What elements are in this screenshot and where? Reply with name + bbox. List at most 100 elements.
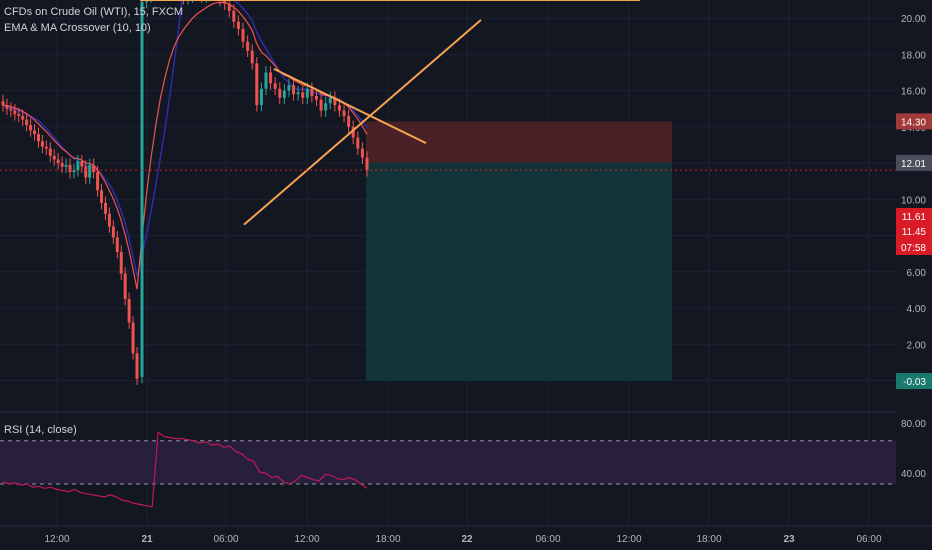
- time-tick-label: 12:00: [44, 534, 69, 545]
- candle-down: [36, 134, 40, 142]
- position-zones: [366, 121, 672, 382]
- candle-down: [25, 119, 29, 126]
- price-tag: [896, 208, 932, 224]
- time-tick-label: 18:00: [375, 534, 400, 545]
- candle-down: [127, 298, 131, 323]
- price-tag-label: -0.03: [903, 377, 926, 388]
- candle-up: [259, 88, 263, 106]
- candle-up: [305, 88, 309, 98]
- candle-down: [319, 99, 323, 111]
- candle-down: [223, 0, 227, 4]
- candle-down: [29, 125, 33, 131]
- candle-down: [44, 146, 48, 149]
- price-tag-label: 11.45: [902, 227, 927, 238]
- candle-down: [111, 226, 115, 238]
- candle-down: [278, 88, 282, 98]
- price-tick-label: 10.00: [901, 195, 926, 206]
- candle-down: [40, 141, 44, 147]
- price-tag-label: 07:58: [901, 243, 926, 254]
- price-axis[interactable]: 20.0018.0016.0014.0012.0010.008.006.004.…: [896, 0, 932, 526]
- descending-trendline[interactable]: [273, 67, 427, 145]
- time-axis[interactable]: 12:00 21 06:00 12:00 18:00 22 06:00 12:00 18:00 2…: [0, 525, 932, 545]
- candle-down: [84, 166, 88, 178]
- candle-down: [96, 172, 100, 191]
- price-tag: [896, 223, 932, 239]
- candle-down: [250, 50, 254, 64]
- candle-down: [269, 72, 273, 84]
- candle-down: [135, 353, 139, 379]
- price-tag-label: 14.30: [901, 117, 926, 128]
- time-tick-label: 06:00: [213, 534, 238, 545]
- take-profit-zone[interactable]: [366, 162, 672, 382]
- candle-down: [92, 164, 96, 173]
- price-tick-label: 16.00: [901, 87, 926, 98]
- ascending-trendline[interactable]: [243, 19, 482, 226]
- chart-title: CFDs on Crude Oil (WTI), 15, FXCM: [4, 6, 184, 18]
- rsi-pane: [0, 411, 932, 508]
- rsi-tick-label: 40.00: [901, 469, 926, 480]
- candle-down: [342, 110, 346, 116]
- candle-down: [17, 114, 21, 116]
- candle-down: [310, 88, 314, 97]
- price-tag: [896, 239, 932, 255]
- time-tick-label: 21: [141, 534, 153, 545]
- candle-down: [292, 85, 296, 95]
- candle-up: [76, 161, 80, 171]
- candle-up: [296, 92, 300, 95]
- candle-down: [351, 126, 355, 138]
- time-tick-label: 06:00: [856, 534, 881, 545]
- candle-down: [115, 237, 119, 252]
- time-tick-label: 23: [783, 534, 795, 545]
- horizontal-lines: [0, 169, 896, 171]
- candle-down: [48, 148, 52, 156]
- time-tick-label: 18:00: [696, 534, 721, 545]
- candle-up: [264, 72, 268, 89]
- candle-up: [328, 97, 332, 104]
- trend-drawings[interactable]: [140, 0, 640, 226]
- candle-down: [333, 97, 337, 106]
- candle-down: [255, 63, 259, 106]
- candle-down: [5, 105, 9, 109]
- candle-down: [241, 28, 245, 42]
- price-tag-label: 12.01: [901, 159, 926, 170]
- candle-down: [301, 92, 305, 98]
- candle-down: [13, 110, 17, 115]
- candle-down: [52, 155, 56, 160]
- candle-up: [287, 85, 291, 91]
- ema-line: [2, 1, 368, 290]
- candle-down: [236, 21, 240, 29]
- candles: [1, 0, 369, 386]
- candle-down: [68, 164, 72, 173]
- candle-down: [232, 10, 236, 22]
- candle-down: [365, 157, 369, 171]
- candle-up: [64, 164, 68, 167]
- candle-down: [80, 161, 84, 167]
- candle-down: [337, 105, 341, 111]
- candle-up: [72, 170, 76, 173]
- rsi-legend[interactable]: RSI (14, close): [4, 424, 77, 436]
- candle-down: [103, 202, 107, 214]
- rsi-line: [2, 431, 368, 508]
- candle-down: [227, 3, 231, 11]
- stop-loss-zone[interactable]: [366, 121, 672, 163]
- candle-down: [60, 163, 64, 167]
- indicator-legend[interactable]: EMA & MA Crossover (10, 10): [4, 22, 151, 34]
- candle-down: [314, 96, 318, 100]
- candle-down: [131, 322, 135, 354]
- price-tick-label: 4.00: [907, 304, 927, 315]
- candle-down: [9, 108, 13, 111]
- rsi-tick-label: 80.00: [901, 419, 926, 430]
- candle-up: [140, 1, 144, 377]
- price-tag-label: 11.61: [902, 212, 927, 223]
- candle-up: [88, 164, 92, 178]
- candle-down: [123, 273, 127, 299]
- candle-up: [324, 103, 328, 111]
- candle-down: [56, 159, 60, 164]
- candle-down: [273, 83, 277, 89]
- time-tick-label: 12:00: [616, 534, 641, 545]
- price-tick-label: 2.00: [907, 340, 927, 351]
- time-tick-label: 06:00: [535, 534, 560, 545]
- candle-down: [119, 251, 123, 274]
- price-tick-label: 6.00: [907, 268, 927, 279]
